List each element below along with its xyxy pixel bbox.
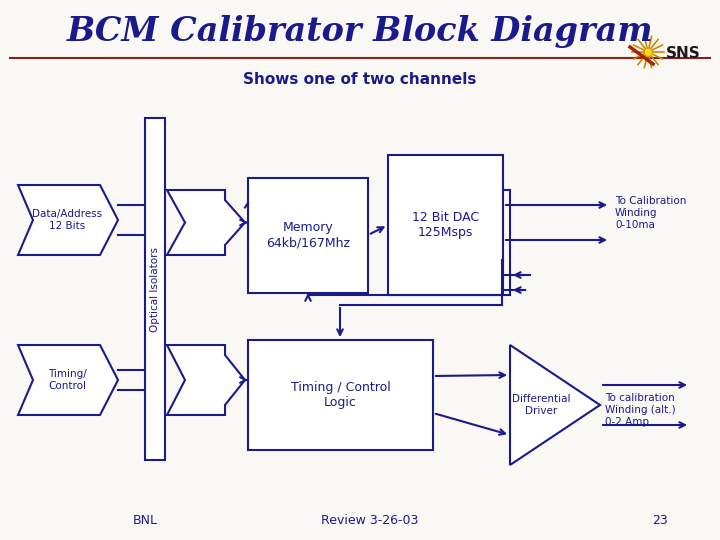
- Polygon shape: [167, 190, 245, 255]
- Text: To calibration
Winding (alt.)
0-2 Amp: To calibration Winding (alt.) 0-2 Amp: [605, 394, 675, 427]
- Text: Data/Address
12 Bits: Data/Address 12 Bits: [32, 209, 102, 231]
- Bar: [248, 178, 368, 293]
- Text: Optical Isolators: Optical Isolators: [150, 246, 160, 332]
- Text: Review 3-26-03: Review 3-26-03: [321, 514, 419, 526]
- Polygon shape: [510, 345, 600, 465]
- Polygon shape: [18, 185, 118, 255]
- Text: Differential
Driver: Differential Driver: [512, 394, 571, 416]
- Text: SNS: SNS: [666, 46, 701, 62]
- Text: Timing/
Control: Timing/ Control: [48, 369, 86, 391]
- Text: Memory
64kb/167Mhz: Memory 64kb/167Mhz: [266, 221, 350, 249]
- Bar: [145, 118, 165, 460]
- Text: BCM Calibrator Block Diagram: BCM Calibrator Block Diagram: [67, 16, 653, 49]
- Bar: [248, 340, 433, 450]
- Polygon shape: [167, 345, 245, 415]
- Polygon shape: [18, 345, 118, 415]
- Text: 23: 23: [652, 514, 668, 526]
- Text: Shows one of two channels: Shows one of two channels: [243, 72, 477, 87]
- Text: Timing / Control
Logic: Timing / Control Logic: [291, 381, 390, 409]
- Bar: [388, 155, 503, 295]
- Text: BNL: BNL: [132, 514, 158, 526]
- Text: 12 Bit DAC
125Msps: 12 Bit DAC 125Msps: [412, 211, 479, 239]
- Text: To Calibration
Winding
0-10ma: To Calibration Winding 0-10ma: [615, 197, 686, 230]
